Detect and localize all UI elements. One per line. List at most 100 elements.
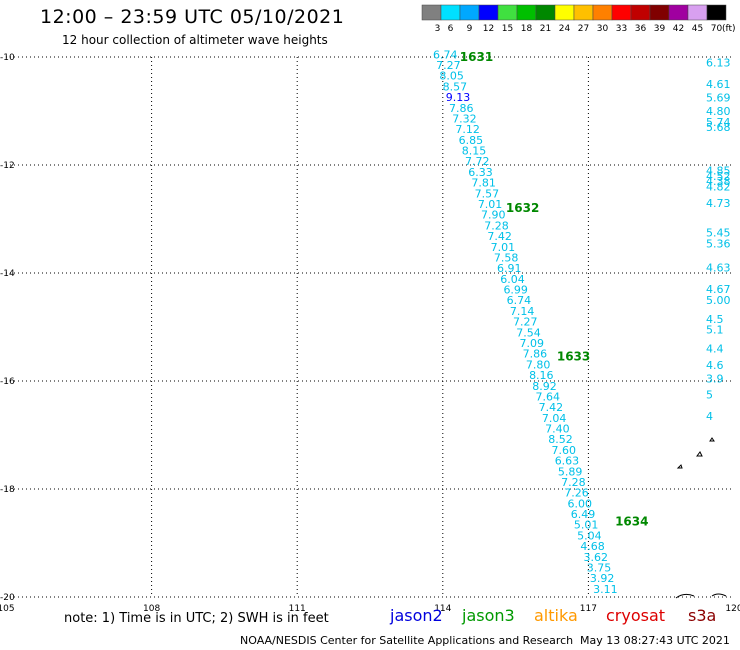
lon-tick-label: 105 [0, 604, 15, 614]
island-outline [709, 437, 715, 442]
footer-note: note: 1) Time is in UTC; 2) SWH is in fe… [64, 611, 329, 626]
edge-track-value: 4.67 [706, 283, 731, 296]
track-value: 8.92 [532, 380, 557, 393]
track-value: 8.05 [439, 70, 464, 83]
legend-unit: (ft) [722, 24, 736, 34]
lat-tick-label: -16 [0, 377, 15, 387]
track-value: 7.28 [484, 219, 509, 232]
legend-label: 30 [597, 24, 609, 34]
track-value: 7.04 [542, 412, 567, 425]
lat-tick-label: -14 [0, 269, 15, 279]
track-value: 6.49 [571, 508, 596, 521]
track-value: 6.74 [433, 48, 458, 61]
mission-name: jason3 [462, 606, 515, 625]
mission-name: s3a [688, 606, 717, 625]
legend-swatch [554, 4, 575, 21]
track-value: 7.27 [513, 316, 538, 329]
edge-track-value: 4.6 [706, 359, 724, 372]
track-value: 7.64 [535, 390, 560, 403]
edge-track-value: 4.80 [706, 105, 731, 118]
track-value: 6.00 [568, 497, 593, 510]
legend-swatch [630, 4, 651, 21]
map-grid: 105 108 111 114 117 120 -10 -12 -14 -16 -18 -20 [0, 53, 740, 614]
track-value: 5.01 [574, 519, 599, 532]
time-labels: 1631 1632 1633 1634 [460, 50, 649, 528]
track-value: 8.16 [529, 369, 554, 382]
legend-swatch [516, 4, 537, 21]
legend-swatch [668, 4, 689, 21]
lat-tick-label: -10 [0, 53, 15, 63]
track-value: 6.63 [555, 455, 580, 468]
legend-swatch [649, 4, 670, 21]
time-label: 1633 [557, 350, 590, 364]
legend-label: 45 [692, 24, 703, 34]
islands [675, 437, 727, 599]
track-value: 7.12 [455, 123, 480, 136]
edge-track-value: 4.38 [706, 175, 731, 188]
track-value: 7.72 [465, 155, 490, 168]
color-legend: 3 6 9 12 15 18 21 24 27 30 33 36 39 42 45 70 (ft) [421, 4, 736, 34]
track-value: 7.26 [564, 487, 589, 500]
track-value: 9.13 [446, 91, 471, 104]
legend-swatch [573, 4, 594, 21]
track-value: 6.04 [500, 273, 525, 286]
track-value: 8.15 [462, 145, 487, 158]
edge-track-value: 4.61 [706, 78, 731, 91]
legend-label: 39 [654, 24, 666, 34]
edge-track-value: 4.73 [706, 197, 731, 210]
track-value: 7.86 [523, 348, 548, 361]
legend-label: 3 [435, 24, 441, 34]
lon-tick-label: 111 [289, 604, 306, 614]
track-value: 7.80 [526, 358, 551, 371]
lat-tick-label: -18 [0, 485, 15, 495]
track-value: 7.42 [539, 401, 564, 414]
footer-credit: NOAA/NESDIS Center for Satellite Applica… [240, 634, 574, 647]
track-value: 7.40 [545, 423, 570, 436]
edge-track-value: 4.52 [706, 170, 731, 183]
page-subtitle: 12 hour collection of altimeter wave hei… [62, 33, 328, 47]
track-value: 3.11 [593, 583, 618, 596]
edge-track-value: 5.00 [706, 294, 731, 307]
edge-track-value: 4.82 [706, 181, 731, 194]
legend-label: 70 [711, 24, 723, 34]
mission-name: altika [534, 606, 578, 625]
legend-swatch [611, 4, 632, 21]
island-outline [676, 464, 683, 469]
track-value: 7.01 [491, 241, 516, 254]
legend-swatch [478, 4, 499, 21]
edge-track-value: 5 [706, 389, 713, 402]
lon-tick-label: 114 [434, 604, 451, 614]
time-label: 1632 [506, 201, 539, 215]
edge-track-value: 5.69 [706, 92, 731, 105]
track-value: 6.91 [497, 262, 522, 275]
track-value: 7.54 [516, 326, 541, 339]
legend-swatch [421, 4, 442, 21]
edge-track-value: 4.85 [706, 164, 731, 177]
legend-label: 24 [559, 24, 571, 34]
track-value: 7.01 [478, 198, 503, 211]
time-label: 1634 [615, 514, 648, 528]
legend-swatch [497, 4, 518, 21]
legend-label: 6 [448, 24, 454, 34]
mission-name: cryosat [606, 606, 666, 625]
altimeter-track: 6.747.278.058.579.137.867.327.126.858.15… [433, 48, 618, 596]
lon-tick-label: 120 [725, 604, 740, 614]
legend-label: 21 [540, 24, 551, 34]
track-value: 7.32 [452, 112, 477, 125]
legend-swatch [440, 4, 461, 21]
track-value: 7.58 [494, 251, 519, 264]
track-value: 7.86 [449, 102, 474, 115]
track-value: 6.99 [503, 284, 528, 297]
legend-label: 18 [521, 24, 533, 34]
edge-track-value: 5.45 [706, 227, 731, 240]
legend-label: 15 [502, 24, 513, 34]
legend-label: 12 [483, 24, 494, 34]
legend-label: 27 [578, 24, 589, 34]
page-title: 12:00 – 23:59 UTC 05/10/2021 [40, 6, 345, 28]
legend-label: 42 [673, 24, 684, 34]
track-value: 4.68 [580, 540, 605, 553]
edge-track-value: 5.68 [706, 121, 731, 134]
lat-tick-label: -12 [0, 161, 15, 171]
legend-swatch [592, 4, 613, 21]
